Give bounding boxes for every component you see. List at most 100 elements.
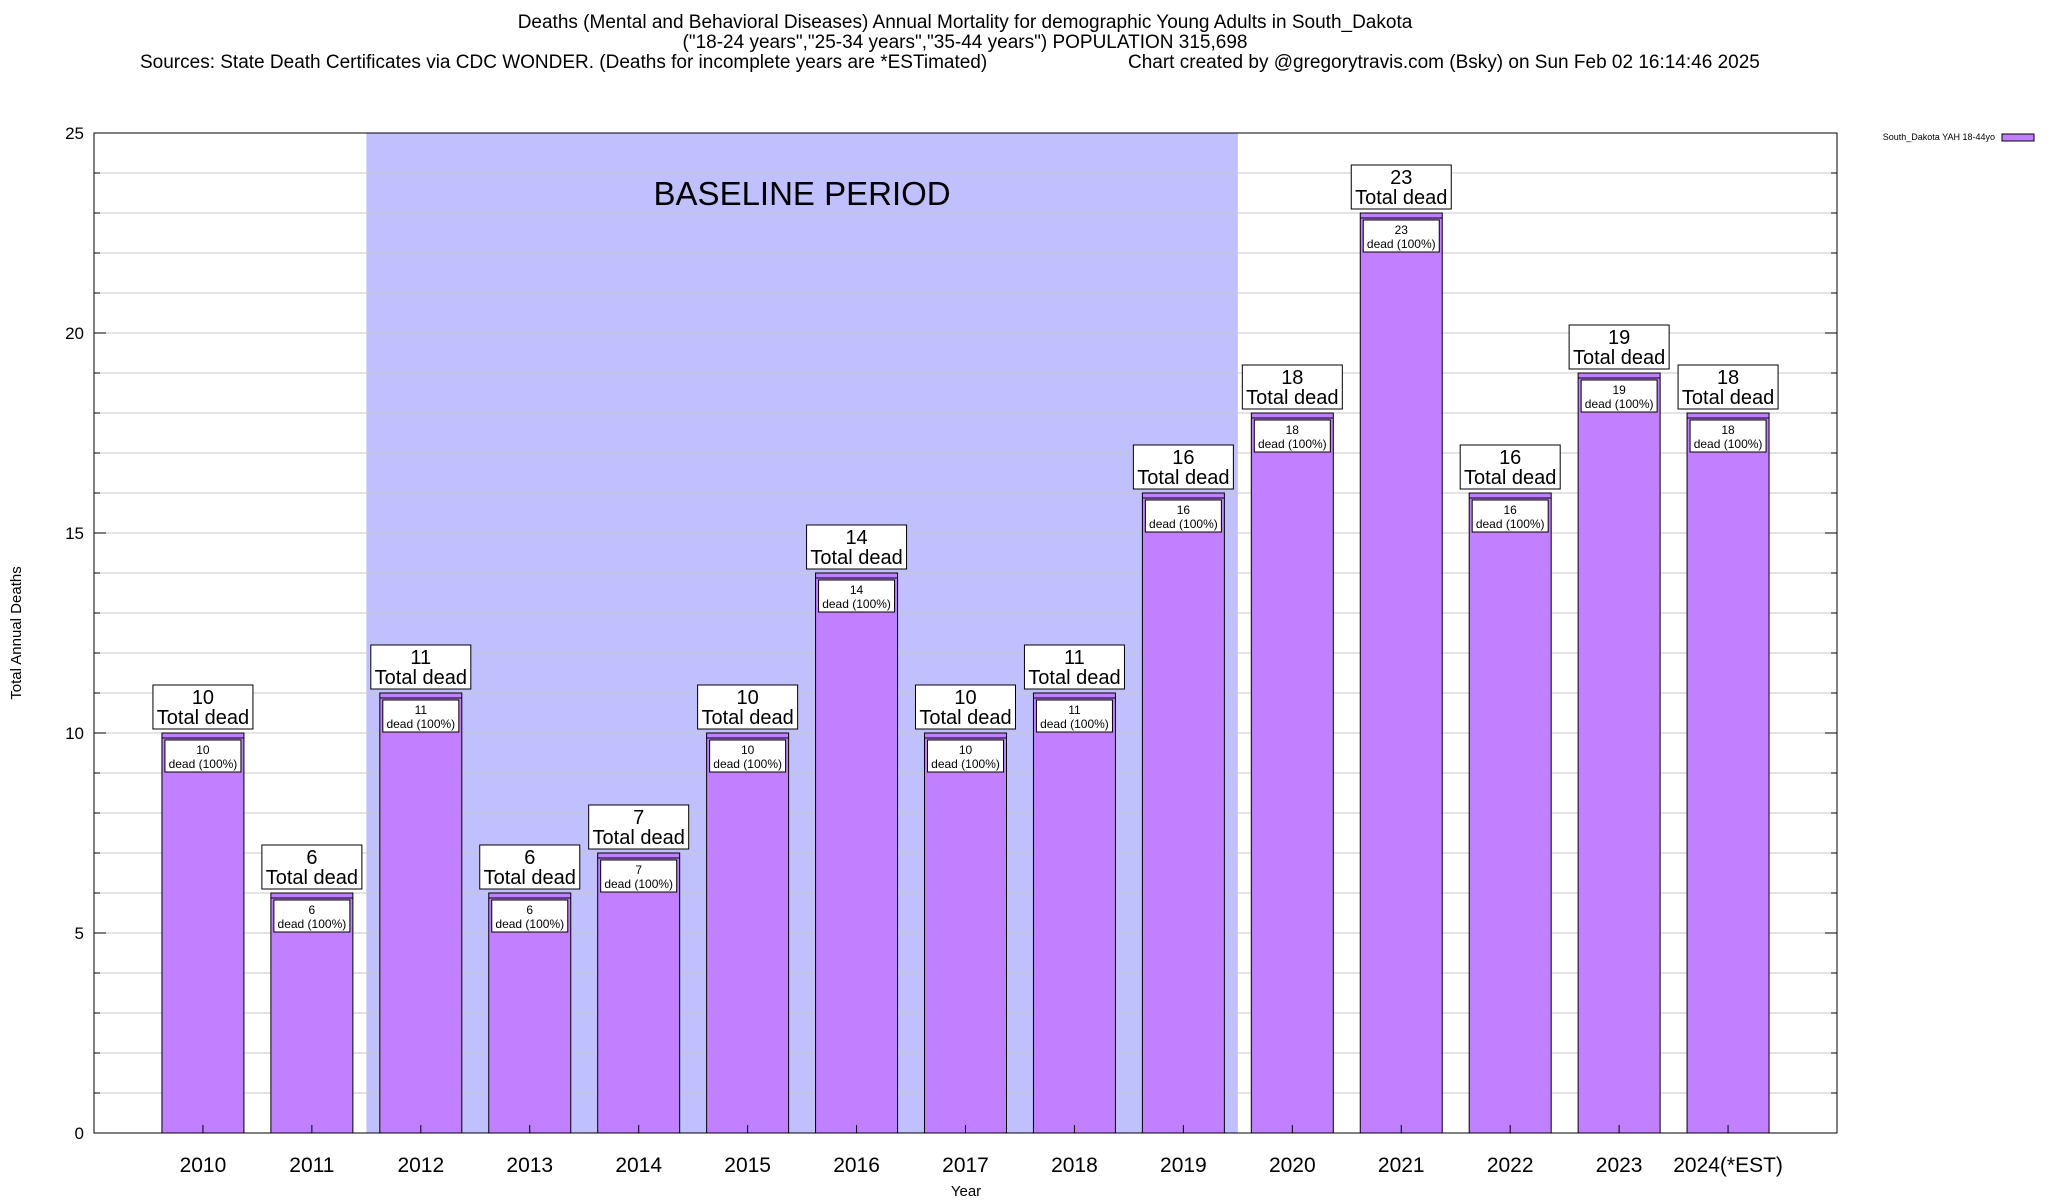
bar-total-value: 23 — [1390, 167, 1412, 189]
bar-total-value: 10 — [737, 687, 759, 709]
bar-total-value: 16 — [1499, 447, 1521, 469]
bar — [488, 892, 572, 1134]
bar-inner-value: 6 — [309, 903, 316, 917]
bar-total-label-box — [806, 524, 908, 570]
bar-total-label-box — [261, 844, 363, 890]
bar-total-label: Total dead — [1137, 467, 1229, 489]
x-tick-label: 2024(*EST) — [1673, 1154, 1783, 1177]
bar-total-label-box — [1568, 324, 1670, 370]
x-tick-label: 2021 — [1378, 1154, 1425, 1177]
bar — [1032, 692, 1116, 1134]
bar-inner-value: 10 — [959, 743, 973, 757]
bar-total-label: Total dead — [1464, 467, 1556, 489]
bar — [1686, 412, 1770, 1134]
chart-title-line-1: Deaths (Mental and Behavioral Diseases) … — [517, 12, 1413, 33]
bar-inner-value: 19 — [1612, 383, 1626, 397]
bar — [1359, 212, 1443, 1134]
plot-frame — [93, 132, 1838, 1134]
bar-inner-label: dead (100%) — [1258, 437, 1327, 451]
bar-inner-label-box — [927, 739, 1004, 773]
bar-inner-label: dead (100%) — [1149, 517, 1218, 531]
bar-total-label-box — [1023, 644, 1125, 690]
bar-total-label: Total dead — [1573, 347, 1665, 369]
bar-inner-value: 11 — [415, 703, 428, 717]
x-tick-label: 2010 — [180, 1154, 227, 1177]
bar-inner-label-box — [1253, 419, 1331, 453]
bar-inner-label: dead (100%) — [386, 717, 455, 731]
bar-inner-label-box — [1144, 499, 1222, 533]
bar-total-label-box — [152, 684, 254, 730]
x-tick-label: 2016 — [833, 1154, 880, 1177]
bar-total-value: 14 — [845, 527, 867, 549]
bar-total-value: 11 — [1064, 647, 1085, 669]
bar-total-label-box — [697, 684, 799, 730]
x-tick-label: 2014 — [615, 1154, 662, 1177]
bar — [379, 692, 463, 1134]
bar — [706, 732, 790, 1134]
bar — [270, 892, 354, 1134]
bar — [597, 852, 681, 1134]
bar-total-value: 16 — [1172, 447, 1194, 469]
bar-inner-label: dead (100%) — [278, 917, 347, 931]
bar-total-label: Total dead — [919, 707, 1011, 729]
bar-inner-value: 11 — [1068, 703, 1081, 717]
bar-inner-label-box — [164, 739, 242, 773]
bar-inner-value: 18 — [1286, 423, 1300, 437]
bar-inner-label-box — [600, 859, 678, 893]
y-tick-label: 15 — [65, 524, 84, 543]
bar-total-label-box — [1132, 444, 1234, 490]
bar-inner-label: dead (100%) — [604, 877, 673, 891]
bar-total-value: 11 — [410, 647, 431, 669]
bar-total-label-box — [1459, 444, 1561, 490]
bar-total-label-box — [1350, 164, 1452, 210]
chart-credit-text: Chart created by @gregorytravis.com (Bsk… — [1128, 52, 1760, 73]
bar-inner-value: 23 — [1395, 223, 1409, 237]
bar-inner-label: dead (100%) — [931, 757, 1000, 771]
bar-inner-label: dead (100%) — [1476, 517, 1545, 531]
bar-total-label-box — [370, 644, 472, 690]
bar — [1468, 492, 1552, 1134]
bar-inner-label: dead (100%) — [713, 757, 782, 771]
y-tick-label: 5 — [75, 924, 84, 943]
bar-inner-value: 10 — [741, 743, 755, 757]
legend-label: South_Dakota YAH 18-44yo — [1883, 132, 1995, 142]
bar-inner-label: dead (100%) — [1040, 717, 1109, 731]
bar-total-label-box — [588, 804, 690, 850]
bar-inner-label-box — [382, 699, 460, 733]
bar-total-label: Total dead — [157, 707, 249, 729]
bar-total-label: Total dead — [266, 867, 358, 889]
bar-inner-label-box — [1689, 419, 1767, 453]
bar — [161, 732, 245, 1134]
bar-inner-value: 10 — [196, 743, 210, 757]
bar-inner-value: 6 — [526, 903, 533, 917]
x-tick-label: 2013 — [506, 1154, 553, 1177]
chart-source-text: Sources: State Death Certificates via CD… — [140, 52, 988, 73]
bar-total-label: Total dead — [810, 547, 902, 569]
x-tick-label: 2022 — [1487, 1154, 1534, 1177]
y-axis-label: Total Annual Deaths — [8, 566, 25, 699]
bar-inner-label-box — [709, 739, 787, 773]
bar-total-label: Total dead — [1355, 187, 1447, 209]
bar-inner-label-box — [1035, 699, 1113, 733]
bar-inner-label-box — [818, 579, 896, 613]
y-tick-label: 20 — [65, 324, 84, 343]
bar-total-label: Total dead — [1246, 387, 1338, 409]
bar — [924, 732, 1007, 1134]
x-tick-label: 2012 — [397, 1154, 444, 1177]
baseline-period-label: BASELINE PERIOD — [654, 175, 951, 212]
bar-total-value: 7 — [633, 807, 644, 829]
bar-total-label-box — [1677, 364, 1779, 410]
x-tick-label: 2011 — [289, 1154, 334, 1177]
bar-total-label: Total dead — [375, 667, 467, 689]
bar-inner-label: dead (100%) — [495, 917, 564, 931]
bar — [1577, 372, 1661, 1134]
bar-inner-value: 14 — [850, 583, 864, 597]
bar-total-label: Total dead — [1028, 667, 1120, 689]
y-tick-label: 25 — [65, 124, 84, 143]
bar-inner-label-box — [491, 899, 569, 933]
bar-total-value: 10 — [954, 687, 976, 709]
bar — [1250, 412, 1334, 1134]
bar-total-value: 19 — [1608, 327, 1630, 349]
legend-swatch — [2001, 133, 2035, 142]
